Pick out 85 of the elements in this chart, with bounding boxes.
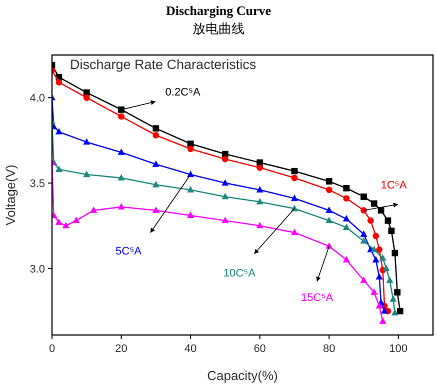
x-tick-label: 0 xyxy=(48,343,56,355)
point xyxy=(83,170,90,178)
point xyxy=(222,192,229,200)
point xyxy=(376,246,383,253)
point xyxy=(187,212,194,218)
point xyxy=(256,186,264,192)
point xyxy=(390,295,397,302)
point xyxy=(83,138,90,145)
point xyxy=(343,195,350,202)
point xyxy=(118,106,124,113)
point xyxy=(376,273,383,280)
annotation: Discharge Rate Characteristics xyxy=(70,57,256,72)
x-tick-label: 100 xyxy=(389,343,408,355)
point xyxy=(386,276,394,283)
point xyxy=(326,216,333,224)
point xyxy=(290,228,298,236)
point xyxy=(152,132,160,138)
chart-title: Discharging Curve xyxy=(166,3,272,18)
x-tick-label: 60 xyxy=(254,343,266,355)
point xyxy=(83,94,90,101)
y-axis-title: Voltage(V) xyxy=(3,164,18,226)
point xyxy=(90,206,98,213)
point xyxy=(360,207,367,214)
point xyxy=(187,186,194,192)
point xyxy=(152,206,160,213)
point xyxy=(370,246,378,252)
point xyxy=(118,203,125,210)
point xyxy=(118,113,124,120)
point xyxy=(256,222,264,228)
point xyxy=(256,198,264,204)
point xyxy=(291,168,298,174)
point xyxy=(152,160,160,167)
point xyxy=(388,228,395,234)
point xyxy=(372,232,380,240)
point xyxy=(396,308,404,314)
point xyxy=(55,218,62,225)
point xyxy=(291,174,298,182)
point xyxy=(326,206,333,213)
y-tick-label: 3.5 xyxy=(30,178,45,190)
point xyxy=(360,194,367,200)
point xyxy=(392,250,398,256)
point xyxy=(360,276,368,283)
x-tick-label: 20 xyxy=(115,343,128,355)
point xyxy=(384,217,392,224)
point xyxy=(256,164,264,171)
point xyxy=(342,215,350,222)
point xyxy=(342,256,350,262)
point xyxy=(222,156,228,162)
point xyxy=(360,230,368,237)
point xyxy=(290,194,298,201)
point xyxy=(370,200,378,207)
point xyxy=(187,146,194,152)
point xyxy=(372,256,380,262)
point xyxy=(326,242,333,249)
point xyxy=(152,180,160,188)
point xyxy=(379,254,386,261)
point xyxy=(391,308,398,316)
y-tick-label: 3.0 xyxy=(30,263,45,276)
point xyxy=(376,302,383,309)
point xyxy=(342,224,350,230)
point xyxy=(55,166,62,172)
point xyxy=(343,184,350,192)
y-tick-label: 4.0 xyxy=(30,92,45,105)
point xyxy=(379,318,386,324)
chart-subtitle: 放电曲线 xyxy=(192,21,244,36)
point xyxy=(56,79,62,86)
point xyxy=(394,289,401,296)
point xyxy=(222,179,229,186)
point xyxy=(62,222,70,228)
point xyxy=(367,217,374,224)
point xyxy=(380,307,388,314)
point xyxy=(118,174,125,180)
x-tick-label: 40 xyxy=(184,343,197,355)
x-axis-title: Capacity(%) xyxy=(207,368,278,383)
point xyxy=(222,216,229,224)
point xyxy=(118,148,125,155)
point xyxy=(360,237,368,244)
point xyxy=(382,264,390,271)
point xyxy=(152,125,160,132)
point xyxy=(370,288,378,295)
point xyxy=(326,178,332,185)
point xyxy=(72,216,80,224)
point xyxy=(326,186,332,194)
point xyxy=(55,128,62,134)
x-tick-label: 80 xyxy=(322,343,336,355)
